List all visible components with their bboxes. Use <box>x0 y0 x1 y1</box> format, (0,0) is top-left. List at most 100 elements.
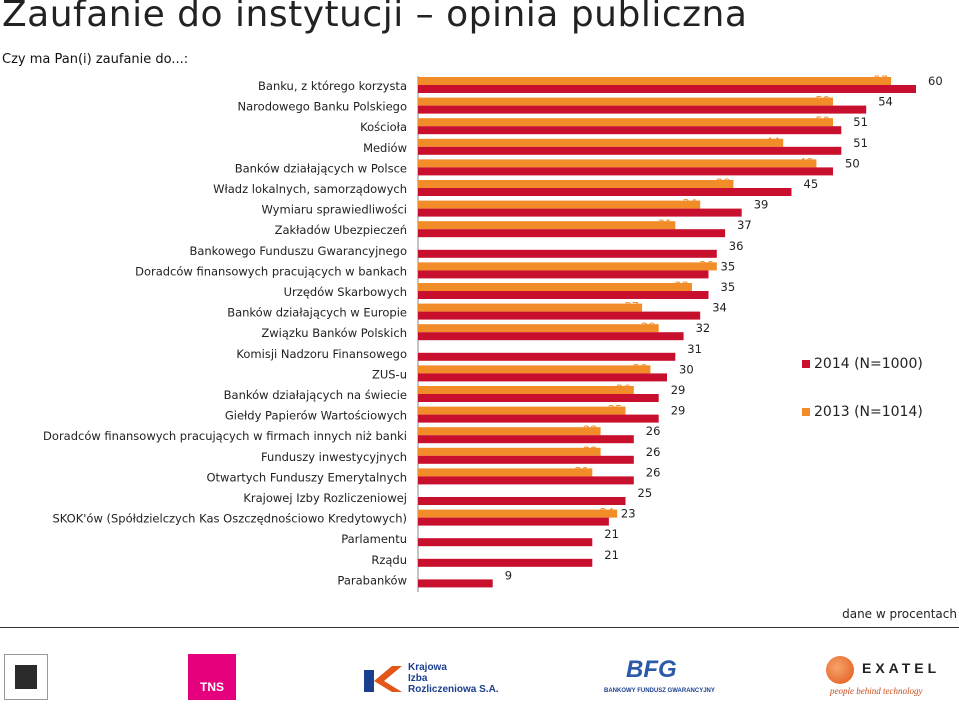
exatel-tagline: people behind technology <box>830 686 923 696</box>
bar-2013 <box>418 324 659 333</box>
legend-swatch <box>802 408 810 416</box>
value-label-2014: 21 <box>604 548 619 562</box>
value-label-2014: 26 <box>646 424 661 438</box>
category-label: Urzędów Skarbowych <box>284 285 407 299</box>
bar-2014 <box>418 476 634 485</box>
value-label-2013: 33 <box>674 279 689 293</box>
bar-2013 <box>418 118 833 127</box>
kir-line-1: Krajowa <box>408 662 447 673</box>
bar-2014 <box>418 558 593 567</box>
bar-2013 <box>418 447 601 456</box>
category-label: SKOK'ów (Spółdzielczych Kas Oszczędności… <box>52 512 407 526</box>
value-label-2014: 29 <box>671 404 686 418</box>
bar-2014 <box>418 497 626 505</box>
bar-2014 <box>418 146 842 155</box>
value-label-2014: 34 <box>712 301 727 315</box>
bfg-logo: BFG BANKOWY FUNDUSZ GWARANCYJNY <box>604 656 715 700</box>
bar-2014 <box>418 579 493 588</box>
value-label-2014: 51 <box>853 136 868 150</box>
value-label-2014: 32 <box>696 321 711 335</box>
category-label: Wymiaru sprawiedliwości <box>262 203 407 217</box>
exatel-circle-icon <box>826 656 854 684</box>
category-label: Mediów <box>363 141 407 155</box>
chart-subtitle: Czy ma Pan(i) zaufanie do...: <box>2 52 189 67</box>
value-label-2014: 60 <box>928 74 943 88</box>
bar-2013 <box>418 138 784 147</box>
bar-2014 <box>418 229 726 238</box>
bar-2013 <box>418 283 692 291</box>
category-label: Doradców finansowych pracujących w banka… <box>135 264 407 278</box>
bar-2013 <box>418 77 892 85</box>
bar-2014 <box>418 85 916 93</box>
kir-line-3: Rozliczeniowa S.A. <box>408 684 499 695</box>
legend-swatch <box>802 360 810 368</box>
value-label-2013: 57 <box>873 73 888 87</box>
value-label-2013: 34 <box>683 197 698 211</box>
bar-2014 <box>418 455 634 464</box>
value-label-2014: 36 <box>729 239 744 253</box>
bar-2014 <box>418 249 717 258</box>
category-label: Rządu <box>371 553 407 567</box>
bar-2014 <box>418 352 676 361</box>
bar-2013 <box>418 427 601 436</box>
value-label-2014: 45 <box>804 177 819 191</box>
bfg-wordmark: BFG <box>626 656 677 683</box>
value-label-2014: 54 <box>878 95 893 109</box>
value-label-2014: 25 <box>638 486 653 500</box>
value-label-2013: 29 <box>641 320 656 334</box>
value-label-2014: 21 <box>604 527 619 541</box>
kir-mark-icon <box>364 666 402 692</box>
category-label: Banków działających w Polsce <box>235 161 407 175</box>
bar-2014 <box>418 270 709 279</box>
value-label-2014: 35 <box>721 280 736 294</box>
category-label: Kościoła <box>360 120 407 134</box>
bar-2014 <box>418 311 701 320</box>
value-label-2013: 36 <box>699 258 714 272</box>
bar-2013 <box>418 97 833 106</box>
value-label-2013: 22 <box>583 423 598 437</box>
value-label-2013: 25 <box>608 403 623 417</box>
value-label-2013: 21 <box>575 464 590 478</box>
value-label-2014: 51 <box>853 115 868 129</box>
bar-2014 <box>418 291 709 299</box>
bars-group <box>418 77 916 588</box>
bar-2014 <box>418 332 684 341</box>
bar-2014 <box>418 373 667 382</box>
value-label-2013: 26 <box>616 382 631 396</box>
bar-2014 <box>418 126 842 135</box>
value-label-2013: 27 <box>624 300 639 314</box>
bfg-subtitle: BANKOWY FUNDUSZ GWARANCYJNY <box>604 688 715 694</box>
bar-2014 <box>418 538 593 547</box>
category-label: Funduszy inwestycyjnych <box>261 450 407 464</box>
kir-line-2: Izba <box>408 673 428 684</box>
bar-2014 <box>418 394 659 402</box>
bar-2013 <box>418 180 734 188</box>
exatel-wordmark: EXATEL <box>862 660 941 676</box>
tns-logo: TNS <box>188 654 236 700</box>
bar-2013 <box>418 365 651 374</box>
bar-2013 <box>418 262 717 271</box>
category-label: Banków działających w Europie <box>227 306 407 320</box>
bar-2014 <box>418 435 634 444</box>
bar-2013 <box>418 200 701 209</box>
value-label-2014: 30 <box>679 362 694 376</box>
category-label: Związku Banków Polskich <box>261 326 407 340</box>
lbm-logo <box>4 654 48 700</box>
bar-2014 <box>418 167 833 176</box>
value-label-2013: 31 <box>658 217 673 231</box>
data-unit-note: dane w procentach <box>842 607 957 621</box>
value-label-2014: 31 <box>687 342 702 356</box>
category-label: Krajowej Izby Rozliczeniowej <box>243 491 407 505</box>
category-label: Giełdy Papierów Wartościowych <box>225 409 407 423</box>
trust-bar-chart: Banku, z którego korzysta Narodowego Bank… <box>43 73 943 592</box>
value-labels: 57 60 50 54 50 51 44 51 48 50 38 45 34 39 31 37 36 36 35 33… <box>505 73 943 582</box>
value-label-2013: 44 <box>766 135 781 149</box>
legend: 2014 (N=1000) 2013 (N=1014) <box>802 356 923 420</box>
bar-2013 <box>418 303 643 312</box>
value-label-2014: 26 <box>646 445 661 459</box>
value-label-2013: 24 <box>600 506 615 520</box>
category-label: Doradców finansowych pracujących w firma… <box>43 429 407 443</box>
bar-2014 <box>418 414 659 423</box>
bar-2013 <box>418 159 817 168</box>
value-label-2013: 22 <box>583 444 598 458</box>
